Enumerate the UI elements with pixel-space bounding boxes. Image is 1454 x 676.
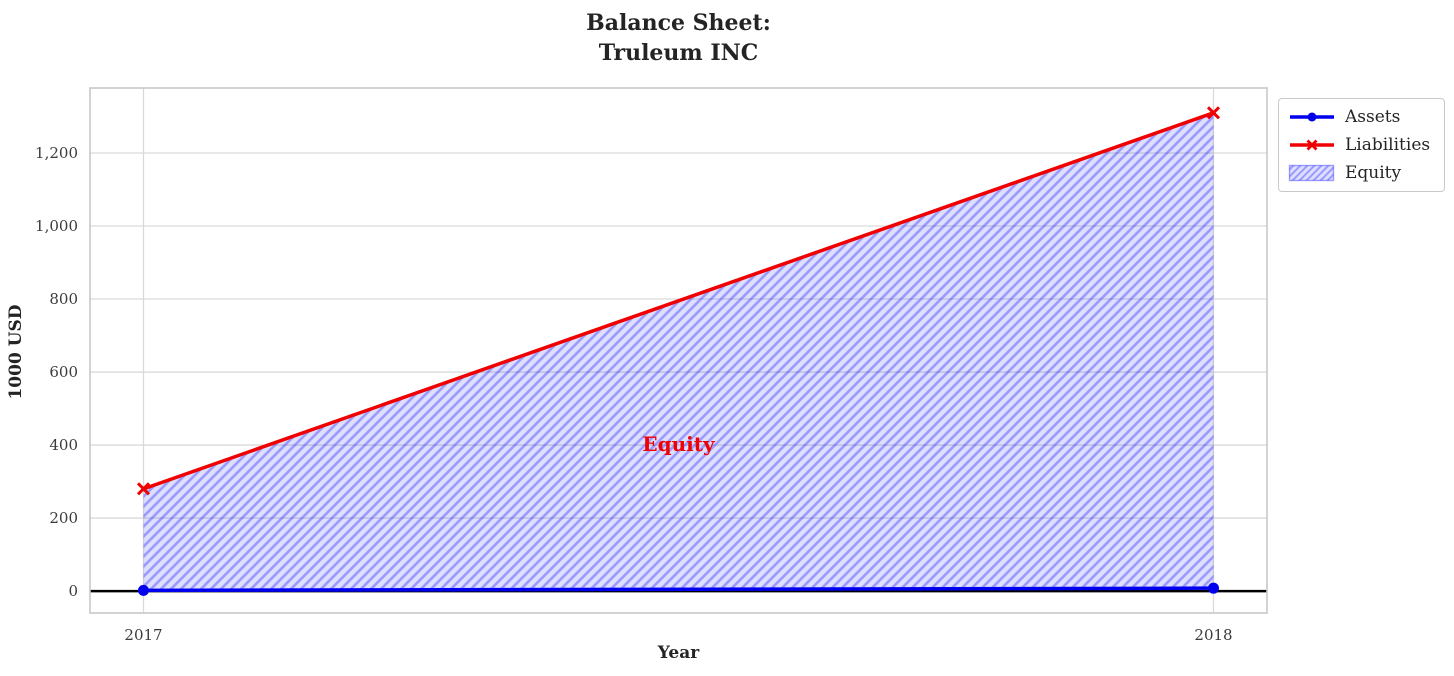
chart-title-line2: Truleum INC — [598, 40, 759, 66]
y-tick-label: 0 — [68, 582, 78, 600]
y-tick-label: 1,000 — [35, 217, 78, 235]
legend: Assets Liabilities Equity — [1278, 98, 1445, 192]
liabilities-line-swatch-icon — [1290, 139, 1334, 151]
chart-title: Balance Sheet: Truleum INC — [90, 8, 1267, 68]
liabilities-marker — [1206, 106, 1221, 120]
plot-border — [89, 87, 1268, 614]
x-axis-label: Year — [657, 643, 700, 663]
legend-label-assets: Assets — [1345, 107, 1401, 127]
legend-entry-assets: Assets — [1288, 104, 1435, 130]
assets-marker — [1208, 582, 1219, 594]
legend-entry-equity: Equity — [1288, 160, 1435, 186]
equity-area — [143, 112, 1214, 591]
x-tick-label: 2018 — [1194, 626, 1232, 644]
equity-annotation: Equity — [642, 432, 716, 456]
y-tick-label: 400 — [49, 436, 78, 454]
legend-entry-liabilities: Liabilities — [1288, 132, 1435, 158]
legend-label-liabilities: Liabilities — [1345, 135, 1431, 155]
x-tick-label: 2017 — [124, 626, 162, 644]
y-tick-label: 600 — [49, 363, 78, 381]
liabilities-marker — [136, 482, 151, 496]
assets-line-swatch-icon — [1290, 112, 1334, 122]
liabilities-line — [142, 111, 1215, 491]
chart-title-line1: Balance Sheet: — [586, 10, 771, 36]
assets-line — [143, 586, 1214, 593]
y-tick-label: 800 — [49, 290, 78, 308]
equity-hatch-swatch-icon — [1288, 164, 1335, 182]
assets-marker — [138, 584, 149, 596]
y-tick-label: 200 — [49, 509, 78, 527]
y-tick-label: 1,200 — [35, 144, 78, 162]
legend-label-equity: Equity — [1345, 163, 1402, 183]
